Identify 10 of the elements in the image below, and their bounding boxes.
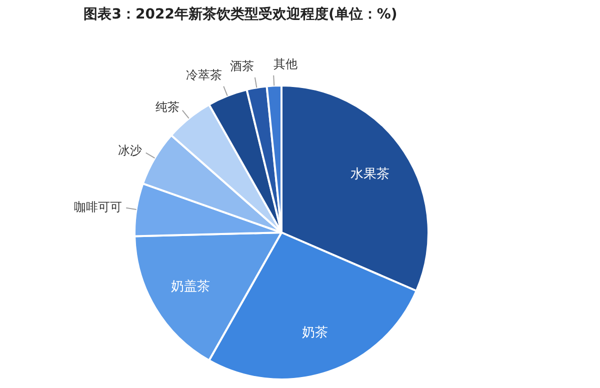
- slice-label: 咖啡可可: [74, 200, 122, 214]
- slice-label: 纯茶: [156, 100, 180, 114]
- slice-label: 奶盖茶: [171, 278, 210, 294]
- slice-label: 冰沙: [118, 144, 142, 158]
- slice-label: 奶茶: [302, 325, 328, 340]
- slice-label: 酒茶: [230, 59, 254, 74]
- slice-label: 其他: [273, 57, 298, 72]
- slice-label: 水果茶: [350, 166, 390, 182]
- slice-label: 冷萃茶: [186, 68, 222, 82]
- chart-title: 图表3：2022年新茶饮类型受欢迎程度(单位：%): [84, 6, 398, 22]
